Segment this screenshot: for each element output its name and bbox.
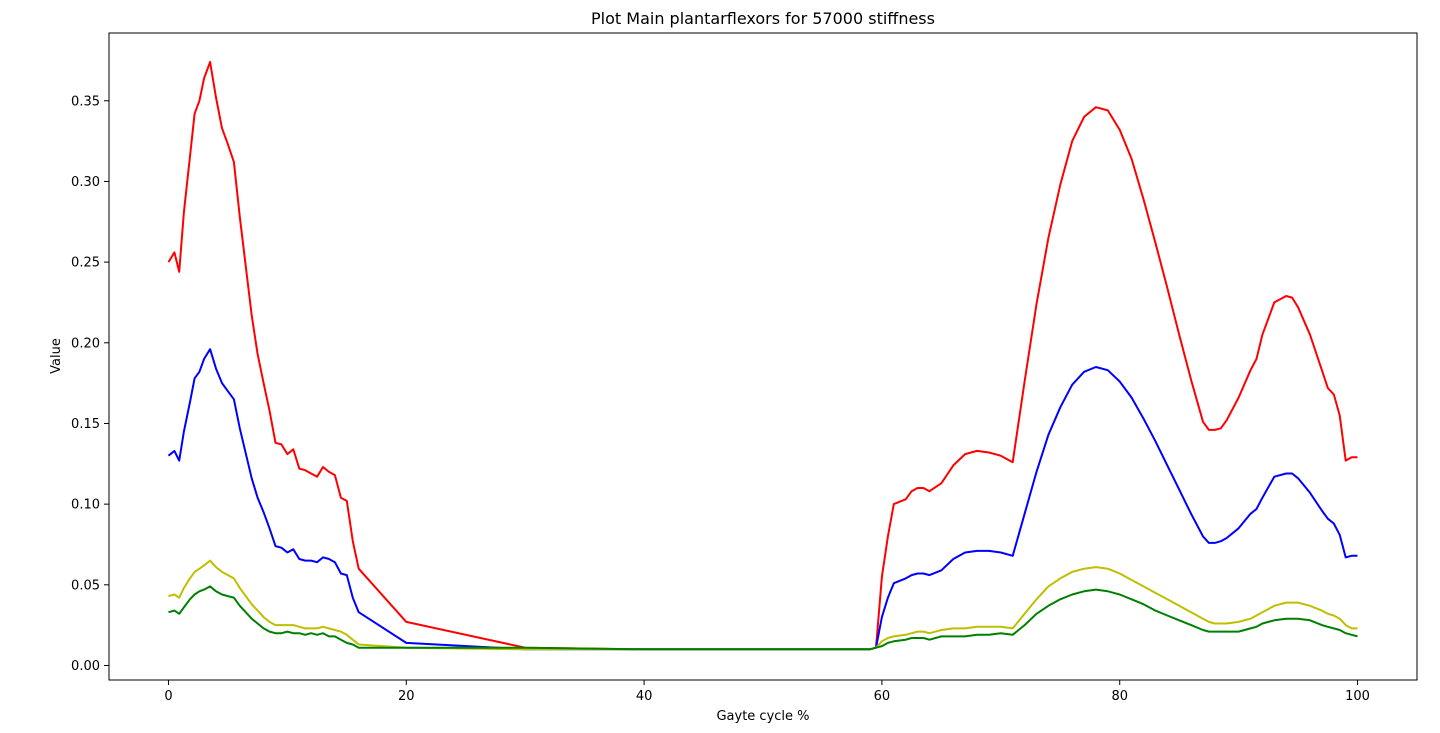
x-tick-label: 80 [1111, 689, 1128, 704]
x-tick-label: 0 [164, 689, 172, 704]
x-axis-label: Gayte cycle % [716, 709, 809, 724]
y-tick-label: 0.15 [71, 417, 100, 432]
y-tick-label: 0.10 [71, 498, 100, 513]
x-tick-label: 40 [636, 689, 653, 704]
chart-title: Plot Main plantarflexors for 57000 stiff… [591, 9, 935, 28]
x-tick-label: 60 [874, 689, 891, 704]
x-axis: 0 20 40 60 80 100 [164, 680, 1370, 704]
x-tick-label: 100 [1345, 689, 1370, 704]
series-line-3 [168, 559, 1358, 651]
y-tick-label: 0.30 [71, 175, 100, 190]
x-tick-label: 20 [398, 689, 415, 704]
y-tick-label: 0.05 [71, 578, 100, 593]
series-layer [167, 61, 1358, 651]
y-axis: 0.00 0.05 0.10 0.15 0.20 0.25 0.30 0.35 [71, 94, 109, 674]
series-line-4 [168, 585, 1358, 651]
y-tick-label: 0.00 [71, 659, 100, 674]
y-axis-label: Value [49, 338, 64, 374]
y-tick-label: 0.20 [71, 336, 100, 351]
series-line-2 [167, 348, 1358, 651]
y-tick-label: 0.35 [71, 94, 100, 109]
plot-area-frame [108, 32, 1418, 681]
series-line-1 [167, 61, 1358, 651]
y-tick-label: 0.25 [71, 256, 100, 271]
